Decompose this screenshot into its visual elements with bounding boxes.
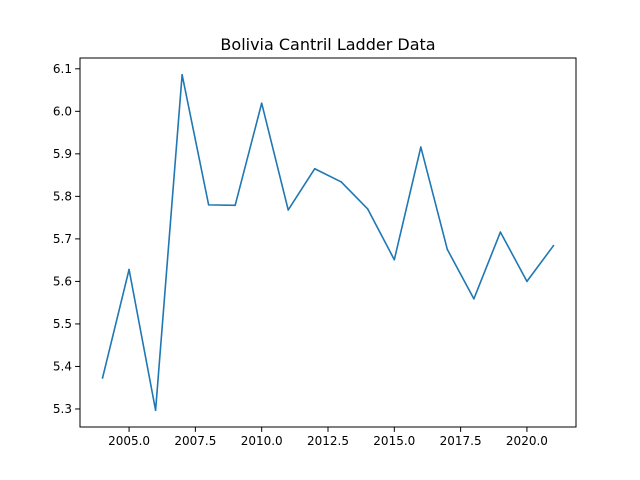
data-point-2016 xyxy=(420,146,422,148)
data-point-2018 xyxy=(473,298,475,300)
y-tick-label: 6.0 xyxy=(53,105,72,119)
data-point-2014 xyxy=(366,208,369,210)
x-tick-label: 2017.5 xyxy=(440,434,482,448)
y-axis: 5.3 5.4 5.5 5.6 5.7 5.8 5.9 6.0 6.1 xyxy=(53,62,80,416)
x-tick-label: 2020.0 xyxy=(506,434,548,448)
data-point-2009 xyxy=(234,204,236,207)
y-tick-label: 5.4 xyxy=(53,360,72,374)
y-tick-label: 5.9 xyxy=(53,147,72,161)
data-point-2007 xyxy=(181,73,183,76)
data-point-2008 xyxy=(207,204,210,206)
x-tick-label: 2015.0 xyxy=(373,434,415,448)
chart-title: Bolivia Cantril Ladder Data xyxy=(220,35,435,54)
data-point-2012 xyxy=(313,167,316,170)
data-point-2011 xyxy=(287,209,290,211)
axes-frame xyxy=(79,57,577,428)
data-point-2020 xyxy=(526,280,528,283)
y-tick-label: 5.3 xyxy=(53,402,72,416)
data-point-2006 xyxy=(154,409,157,412)
data-point-2004 xyxy=(101,377,104,379)
data-point-2015 xyxy=(393,258,396,261)
x-tick-label: 2010.0 xyxy=(241,434,283,448)
data-point-2005 xyxy=(128,268,130,271)
x-tick-label: 2005.0 xyxy=(108,434,150,448)
data-point-2017 xyxy=(446,248,449,251)
data-point-2013 xyxy=(340,181,343,183)
x-tick-label: 2007.5 xyxy=(174,434,216,448)
data-point-2021 xyxy=(552,244,555,247)
data-point-2019 xyxy=(499,231,502,233)
y-tick-label: 5.8 xyxy=(53,190,72,204)
plot-area xyxy=(101,73,555,412)
series-line-0 xyxy=(101,73,555,412)
y-tick-label: 5.5 xyxy=(53,317,72,331)
data-point-2010 xyxy=(260,102,263,105)
x-axis: 2005.0 2007.5 2010.0 2012.5 2015.0 2017.5 2020… xyxy=(108,427,548,448)
y-tick-label: 5.7 xyxy=(53,232,72,246)
y-tick-label: 5.6 xyxy=(53,275,72,289)
y-tick-label: 6.1 xyxy=(53,62,72,76)
x-tick-label: 2012.5 xyxy=(307,434,349,448)
